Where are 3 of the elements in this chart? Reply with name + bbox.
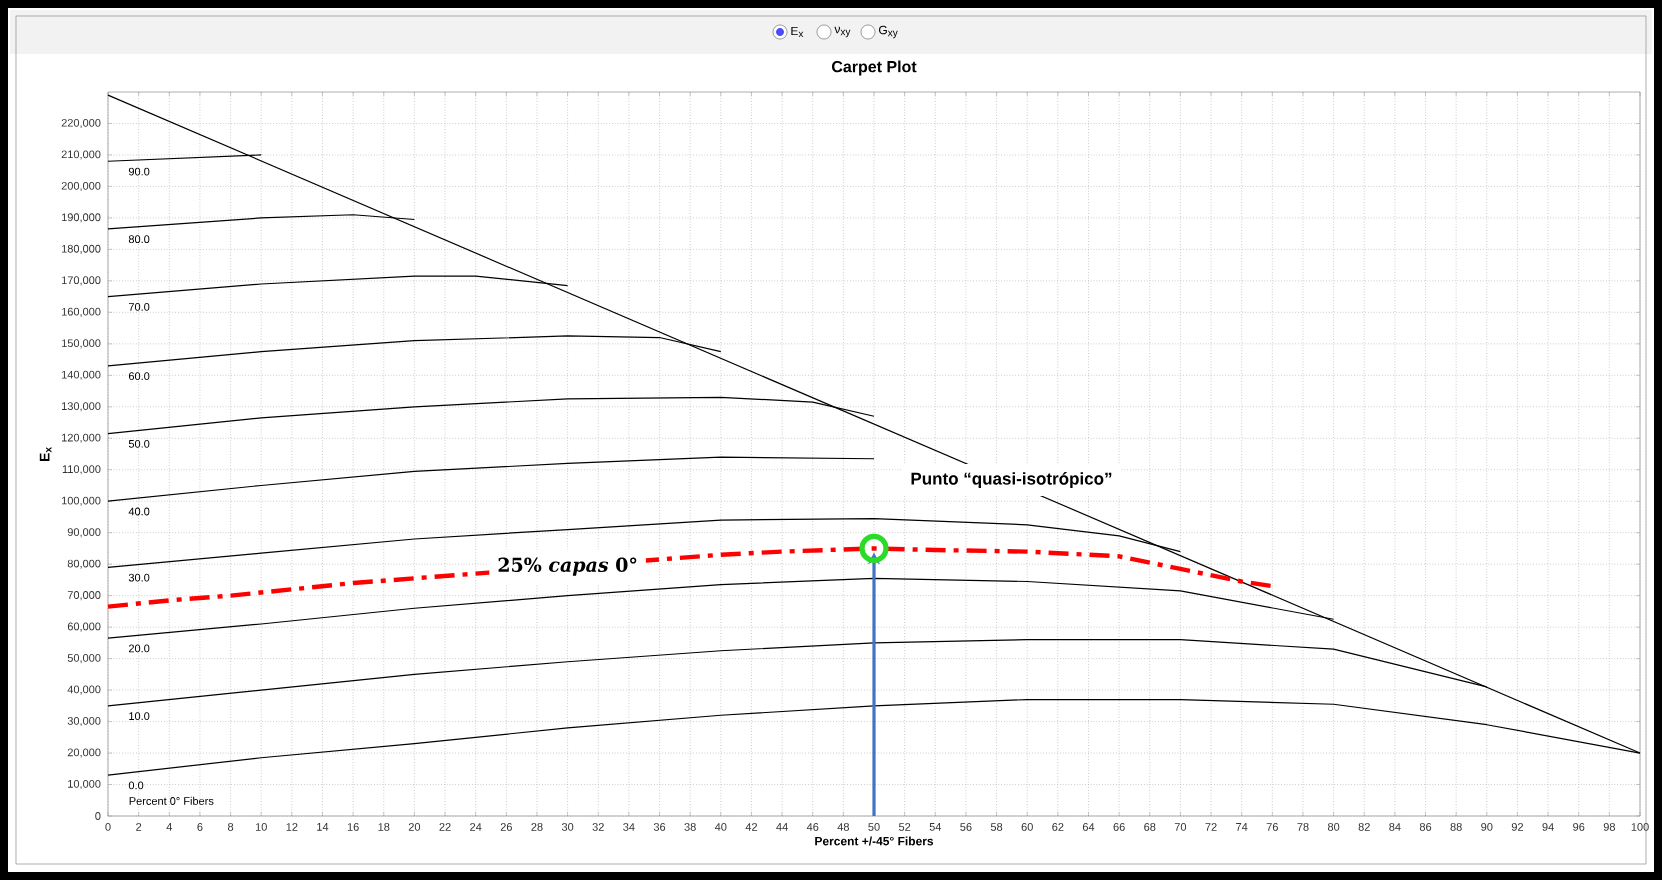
chart-title: Carpet Plot: [831, 60, 917, 76]
series-label: 25% capas 0°: [498, 557, 637, 576]
annotation: Punto “quasi-isotrópico”: [911, 472, 1112, 489]
